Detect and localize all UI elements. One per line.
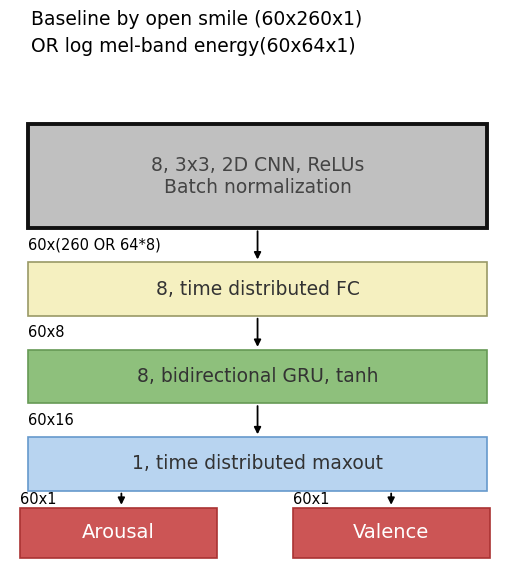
Text: Arousal: Arousal [82, 523, 155, 543]
Text: 8, time distributed FC: 8, time distributed FC [155, 280, 359, 298]
Text: 8, 3x3, 2D CNN, ReLUs
Batch normalization: 8, 3x3, 2D CNN, ReLUs Batch normalizatio… [151, 156, 363, 197]
Text: 60x1: 60x1 [20, 492, 57, 506]
Text: Valence: Valence [353, 523, 429, 543]
Text: 1, time distributed maxout: 1, time distributed maxout [132, 455, 382, 473]
Text: OR log mel-band energy(60x64x1): OR log mel-band energy(60x64x1) [31, 37, 355, 56]
Text: 60x8: 60x8 [28, 325, 65, 340]
FancyBboxPatch shape [28, 124, 486, 228]
Text: 60x16: 60x16 [28, 413, 74, 428]
FancyBboxPatch shape [28, 437, 486, 491]
FancyBboxPatch shape [28, 262, 486, 316]
Text: 8, bidirectional GRU, tanh: 8, bidirectional GRU, tanh [136, 367, 378, 386]
FancyBboxPatch shape [293, 508, 489, 558]
Text: Baseline by open smile (60x260x1): Baseline by open smile (60x260x1) [31, 10, 361, 29]
Text: 60x(260 OR 64*8): 60x(260 OR 64*8) [28, 238, 160, 253]
Text: 60x1: 60x1 [293, 492, 329, 506]
FancyBboxPatch shape [20, 508, 216, 558]
FancyBboxPatch shape [28, 350, 486, 403]
